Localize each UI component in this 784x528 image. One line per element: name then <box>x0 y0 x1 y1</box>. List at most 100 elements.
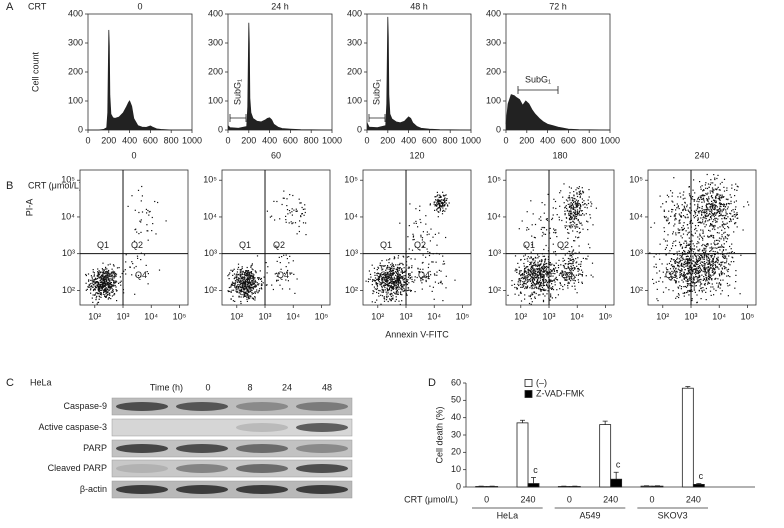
event-dot <box>128 206 129 207</box>
event-dot <box>530 264 531 265</box>
event-dot <box>724 268 725 269</box>
event-dot <box>536 275 537 276</box>
event-dot <box>246 299 247 300</box>
event-dot <box>380 263 381 264</box>
event-dot <box>675 213 676 214</box>
y-tick-label: 300 <box>347 37 362 47</box>
event-dot <box>692 223 693 224</box>
event-dot <box>588 200 589 201</box>
event-dot <box>434 201 435 202</box>
event-dot <box>706 218 707 219</box>
event-dot <box>526 287 527 288</box>
event-dot <box>698 266 699 267</box>
event-dot <box>700 197 701 198</box>
time-label: 48 <box>322 382 332 392</box>
event-dot <box>676 218 677 219</box>
event-dot <box>702 238 703 239</box>
event-dot <box>576 192 577 193</box>
event-dot <box>705 248 706 249</box>
event-dot <box>679 294 680 295</box>
quadrant-label: Q2 <box>273 240 285 250</box>
event-dot <box>694 217 695 218</box>
y-tick-label: 300 <box>68 37 83 47</box>
event-dot <box>524 259 525 260</box>
event-dot <box>684 278 685 279</box>
event-dot <box>528 256 529 257</box>
x-tick-label: 10³ <box>117 311 130 321</box>
event-dot <box>242 266 243 267</box>
event-dot <box>714 179 715 180</box>
event-dot <box>703 231 704 232</box>
event-dot <box>715 184 716 185</box>
event-dot <box>390 282 391 283</box>
event-dot <box>131 274 132 275</box>
event-dot <box>243 288 244 289</box>
event-dot <box>413 282 414 283</box>
event-dot <box>148 240 149 241</box>
event-dot <box>553 244 554 245</box>
event-dot <box>572 204 573 205</box>
event-dot <box>250 267 251 268</box>
event-dot <box>375 277 376 278</box>
event-dot <box>87 286 88 287</box>
event-dot <box>109 297 110 298</box>
event-dot <box>292 195 293 196</box>
event-dot <box>286 222 287 223</box>
event-dot <box>567 285 568 286</box>
quadrant-label: Q3 <box>523 270 535 280</box>
event-dot <box>587 256 588 257</box>
event-dot <box>712 229 713 230</box>
event-dot <box>726 190 727 191</box>
event-dot <box>710 286 711 287</box>
event-dot <box>702 210 703 211</box>
event-dot <box>102 263 103 264</box>
event-dot <box>382 289 383 290</box>
event-dot <box>697 208 698 209</box>
event-dot <box>233 300 234 301</box>
y-tick-label: 10³ <box>62 248 75 258</box>
event-dot <box>524 266 525 267</box>
event-dot <box>253 288 254 289</box>
event-dot <box>141 200 142 201</box>
event-dot <box>680 274 681 275</box>
event-dot <box>692 273 693 274</box>
event-dot <box>672 233 673 234</box>
event-dot <box>429 252 430 253</box>
event-dot <box>705 250 706 251</box>
event-dot <box>103 294 104 295</box>
event-dot <box>704 279 705 280</box>
event-dot <box>536 281 537 282</box>
event-dot <box>724 191 725 192</box>
event-dot <box>436 272 437 273</box>
event-dot <box>115 286 116 287</box>
event-dot <box>402 272 403 273</box>
event-dot <box>532 224 533 225</box>
event-dot <box>579 228 580 229</box>
event-dot <box>238 287 239 288</box>
event-dot <box>434 196 435 197</box>
event-dot <box>293 210 294 211</box>
event-dot <box>715 278 716 279</box>
event-dot <box>255 297 256 298</box>
event-dot <box>707 209 708 210</box>
event-dot <box>701 269 702 270</box>
event-dot <box>582 202 583 203</box>
event-dot <box>706 299 707 300</box>
event-dot <box>722 215 723 216</box>
event-dot <box>570 206 571 207</box>
event-dot <box>141 186 142 187</box>
event-dot <box>569 225 570 226</box>
event-dot <box>716 209 717 210</box>
event-dot <box>550 262 551 263</box>
event-dot <box>125 273 126 274</box>
event-dot <box>228 274 229 275</box>
event-dot <box>434 210 435 211</box>
event-dot <box>706 244 707 245</box>
event-dot <box>714 178 715 179</box>
event-dot <box>695 282 696 283</box>
event-dot <box>106 283 107 284</box>
event-dot <box>720 284 721 285</box>
event-dot <box>100 285 101 286</box>
event-dot <box>384 301 385 302</box>
event-dot <box>564 284 565 285</box>
